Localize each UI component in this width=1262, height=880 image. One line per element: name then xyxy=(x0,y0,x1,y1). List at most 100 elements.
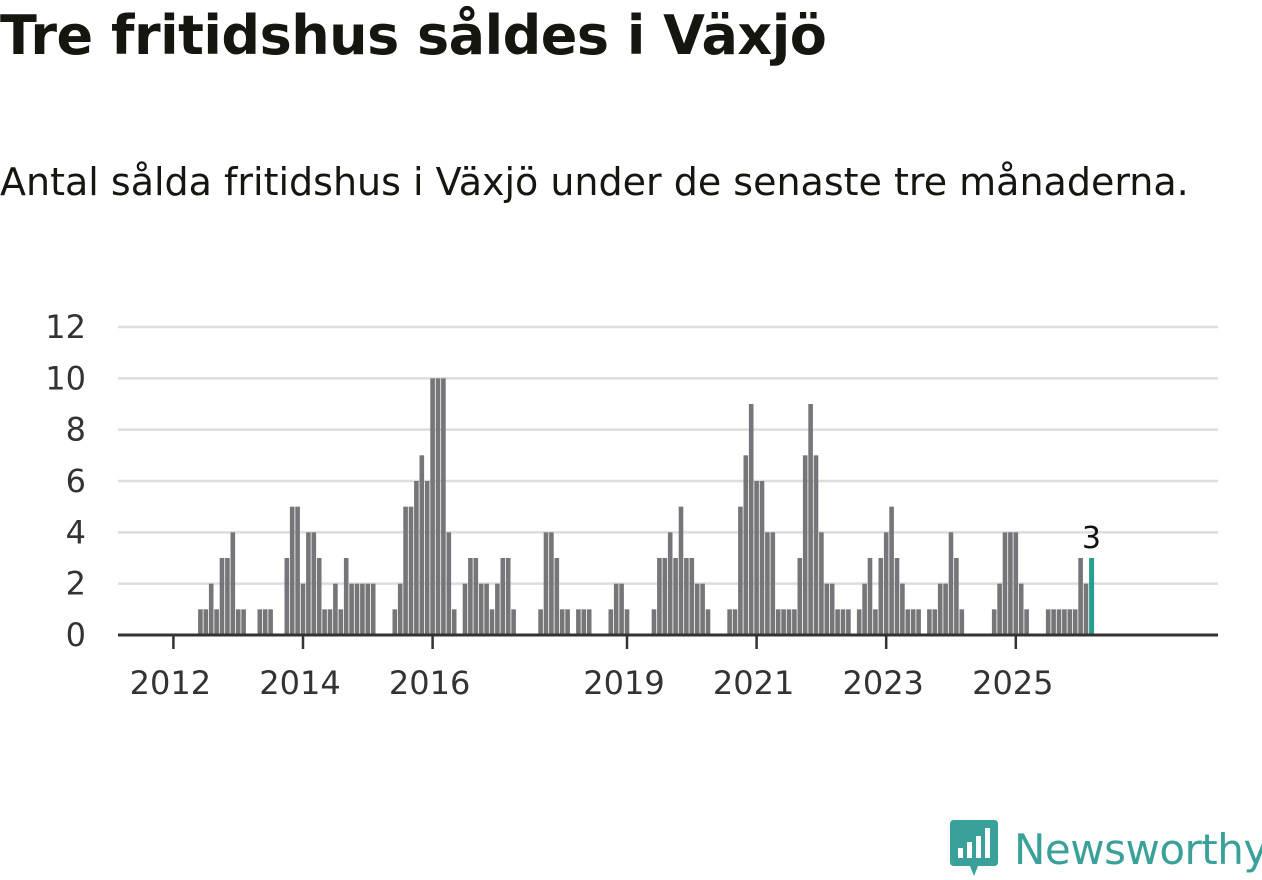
bar xyxy=(1072,609,1078,635)
bar xyxy=(738,506,743,635)
bar xyxy=(505,558,511,635)
x-tick-label: 2025 xyxy=(972,664,1053,702)
bar xyxy=(856,609,862,635)
bar xyxy=(478,583,484,635)
bar xyxy=(765,532,770,635)
bar xyxy=(667,532,673,635)
bar xyxy=(1078,558,1083,635)
y-tick-label: 6 xyxy=(66,462,86,500)
bar xyxy=(397,583,403,635)
bar xyxy=(808,404,813,635)
bar xyxy=(900,583,905,635)
bar xyxy=(802,455,808,635)
bar-chart: 0 2 4 6 8 10 12 2012 2014 2016 2019 2021 2023 2025 3 xyxy=(45,308,1218,702)
data-labels: 3 xyxy=(1082,521,1101,556)
bar xyxy=(333,583,338,635)
bar xyxy=(997,583,1002,635)
bar xyxy=(905,609,911,635)
bar xyxy=(289,506,295,635)
x-tick-label: 2014 xyxy=(259,664,340,702)
bar xyxy=(684,558,689,635)
bar xyxy=(867,558,873,635)
chart-subtitle: Antal sålda fritidshus i Växjö under de … xyxy=(0,160,1189,204)
bar xyxy=(873,609,878,635)
bar xyxy=(1024,609,1029,635)
bar xyxy=(489,609,495,635)
bar xyxy=(619,583,624,635)
bar xyxy=(775,609,781,635)
bar xyxy=(705,609,711,635)
bar xyxy=(743,455,749,635)
bar xyxy=(689,558,695,635)
bar xyxy=(208,583,214,635)
y-tick-label: 8 xyxy=(66,411,86,449)
bar xyxy=(883,532,889,635)
bar xyxy=(700,583,705,635)
bar xyxy=(1083,583,1089,635)
bar xyxy=(511,609,516,635)
bar xyxy=(484,583,489,635)
bar xyxy=(349,583,354,635)
bar xyxy=(473,558,479,635)
bar xyxy=(235,609,241,635)
bar xyxy=(943,583,948,635)
bar xyxy=(910,609,916,635)
bar xyxy=(829,583,835,635)
bar xyxy=(300,583,306,635)
bar xyxy=(268,609,273,635)
bar xyxy=(419,455,425,635)
bar xyxy=(937,583,943,635)
bar xyxy=(559,609,565,635)
bar xyxy=(392,609,398,635)
bar xyxy=(862,583,867,635)
bar xyxy=(576,609,581,635)
bar xyxy=(948,532,954,635)
bar xyxy=(927,609,932,635)
bar xyxy=(1062,609,1067,635)
bar xyxy=(549,532,554,635)
bar xyxy=(694,583,700,635)
data-label-latest: 3 xyxy=(1082,521,1101,556)
x-tick-label: 2012 xyxy=(130,664,211,702)
brand-name: Newsworthy xyxy=(1014,824,1262,874)
bar xyxy=(770,532,776,635)
x-axis-ticks: 2012 2014 2016 2019 2021 2023 2025 xyxy=(130,635,1054,702)
bar xyxy=(1056,609,1062,635)
bar xyxy=(991,609,997,635)
bar xyxy=(241,609,246,635)
bar xyxy=(554,558,560,635)
bar xyxy=(414,481,419,635)
y-axis-ticks: 0 2 4 6 8 10 12 xyxy=(45,308,86,654)
bar xyxy=(651,609,657,635)
x-tick-label: 2019 xyxy=(583,664,664,702)
y-tick-label: 4 xyxy=(66,513,86,551)
bar xyxy=(424,481,430,635)
bar xyxy=(219,558,225,635)
bar xyxy=(759,481,765,635)
bar xyxy=(403,506,408,635)
bar xyxy=(360,583,365,635)
grid-lines xyxy=(118,325,1218,585)
bar xyxy=(824,583,830,635)
bar xyxy=(786,609,792,635)
bar xyxy=(754,481,759,635)
bar xyxy=(295,506,300,635)
bar xyxy=(435,378,441,635)
bar xyxy=(214,609,219,635)
bar xyxy=(581,609,587,635)
bar xyxy=(846,609,851,635)
bar xyxy=(327,609,333,635)
bar xyxy=(338,609,344,635)
bar xyxy=(1008,532,1013,635)
bar xyxy=(878,558,884,635)
x-tick-label: 2016 xyxy=(389,664,470,702)
bar xyxy=(322,609,327,635)
y-tick-label: 12 xyxy=(45,308,86,346)
x-tick-label: 2023 xyxy=(842,664,923,702)
bar xyxy=(230,532,236,635)
bar xyxy=(365,583,371,635)
newsworthy-logo: Newsworthy xyxy=(948,818,1262,880)
bar xyxy=(495,583,500,635)
bar xyxy=(225,558,230,635)
bar xyxy=(468,558,473,635)
